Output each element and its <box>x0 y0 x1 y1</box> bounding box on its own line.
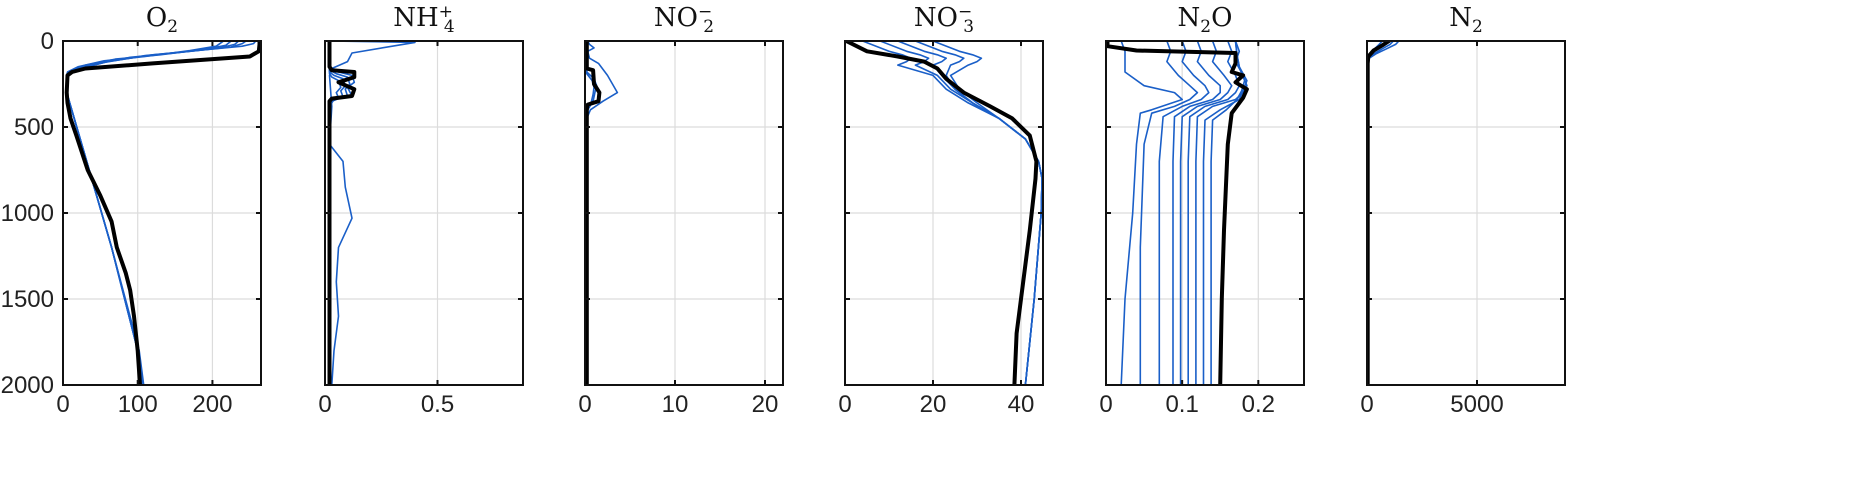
title-part: + <box>439 2 453 22</box>
x-tick-label: 0.5 <box>421 391 454 418</box>
panel-3: 0 10 20 NO− 2 <box>578 2 784 418</box>
title-part: − <box>958 2 972 22</box>
series-line-6 <box>1187 41 1241 385</box>
title-part: NH <box>393 3 438 33</box>
x-tick-label: 5000 <box>1450 391 1503 418</box>
x-tick-label: 0.2 <box>1242 391 1275 418</box>
panel-2: 0 0.5 NH+ 4 <box>318 2 524 418</box>
title-part: 3 <box>963 17 974 37</box>
series-line-5 <box>1179 41 1233 385</box>
series-line-3 <box>1158 41 1210 385</box>
series-line-6 <box>64 41 261 385</box>
y-tick-label: 0 <box>41 28 54 55</box>
panel-title: O2 <box>146 3 178 37</box>
series-line-10 <box>1106 41 1249 385</box>
y-tick-label: 500 <box>14 114 54 141</box>
series-line-6 <box>327 41 357 385</box>
x-tick-label: 10 <box>662 391 689 418</box>
series-line-1 <box>585 41 619 385</box>
x-tick-label: 0 <box>1099 391 1112 418</box>
x-tick-label: 20 <box>920 391 947 418</box>
title-part: O <box>146 3 167 33</box>
x-tick-label: 0 <box>318 391 331 418</box>
x-tick-label: 0.1 <box>1165 391 1198 418</box>
series-line-4 <box>585 41 602 385</box>
panel-6: 0 5000 N2 <box>1360 3 1566 418</box>
panel-title: NH+ 4 <box>393 2 455 37</box>
y-tick-label: 1500 <box>1 286 54 313</box>
title-part: 2 <box>1200 17 1211 37</box>
title-part: 4 <box>444 17 455 37</box>
panel-title: N2 <box>1449 3 1483 37</box>
x-tick-label: 0 <box>56 391 69 418</box>
x-tick-label: 200 <box>192 391 232 418</box>
series-line-1 <box>1120 41 1183 385</box>
title-part: − <box>698 2 712 22</box>
panel-4: 0 20 40 NO− 3 <box>838 2 1044 418</box>
panel-title: NO− 2 <box>654 2 714 37</box>
x-tick-label: 20 <box>752 391 779 418</box>
x-tick-label: 0 <box>578 391 591 418</box>
y-tick-label: 1000 <box>1 200 54 227</box>
title-part: N <box>1178 3 1201 33</box>
panel-title: N2O <box>1178 3 1233 37</box>
series-line-2 <box>1139 41 1199 385</box>
title-part: NO <box>914 3 958 33</box>
title-part: 2 <box>167 17 178 37</box>
x-tick-label: 100 <box>118 391 158 418</box>
series-line-1 <box>327 41 416 385</box>
y-tick-label: 2000 <box>1 372 54 399</box>
x-tick-label: 0 <box>1360 391 1373 418</box>
series-line-6 <box>845 41 1039 385</box>
x-tick-label: 40 <box>1008 391 1035 418</box>
title-part: O <box>1211 3 1232 33</box>
series-line-9 <box>1210 41 1246 385</box>
x-tick-label: 0 <box>838 391 851 418</box>
title-part: N <box>1449 3 1472 33</box>
series-line-4 <box>1172 41 1221 385</box>
panel-title: NO− 3 <box>914 2 974 37</box>
title-part: 2 <box>703 17 714 37</box>
title-part: NO <box>654 3 698 33</box>
panel-5: 0 0.1 0.2 N2O <box>1099 3 1305 418</box>
title-part: 2 <box>1472 17 1483 37</box>
